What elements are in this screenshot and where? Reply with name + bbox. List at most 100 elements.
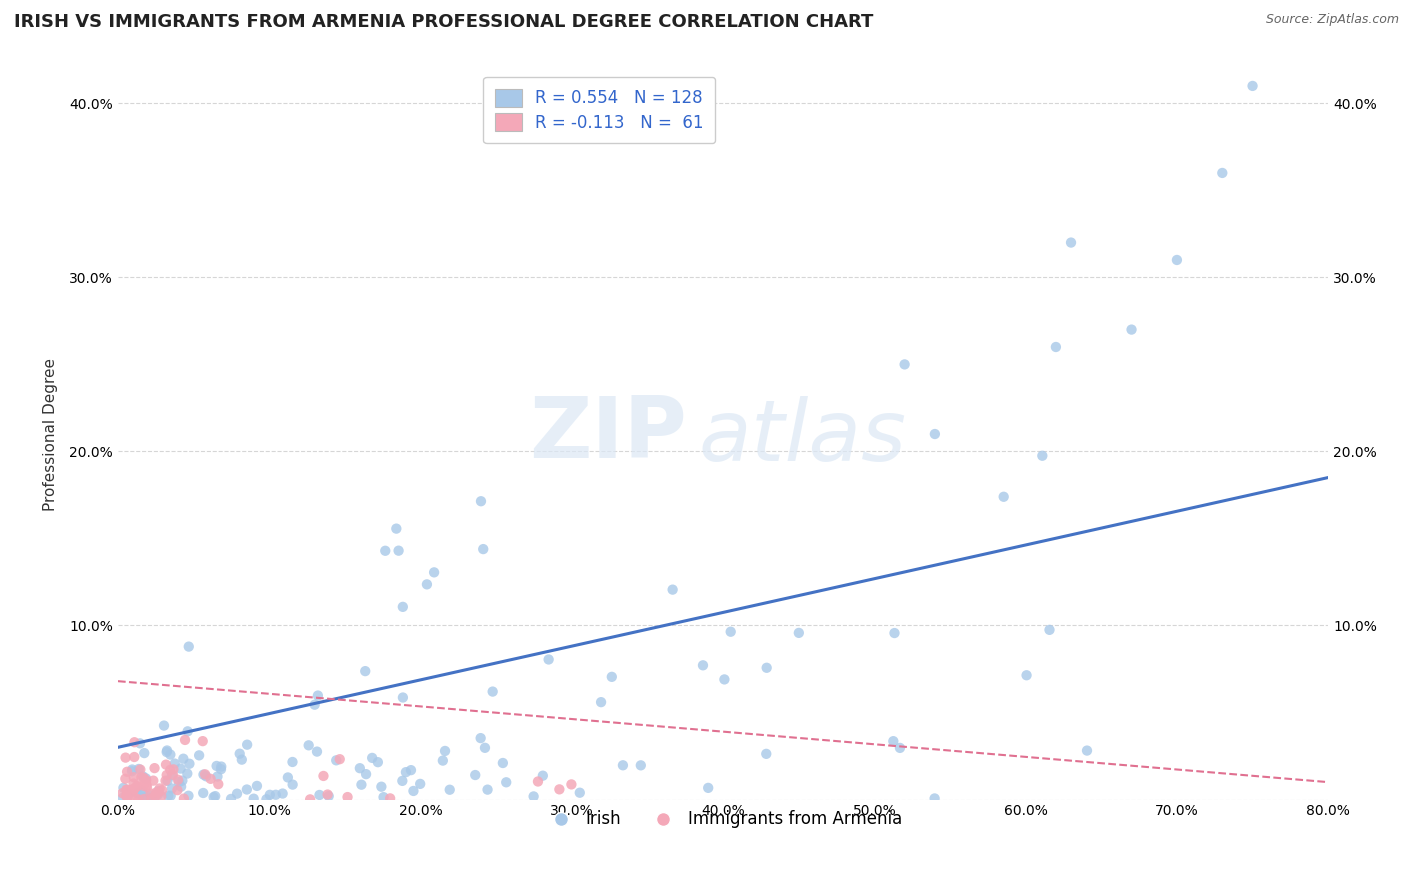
Point <box>354 767 377 781</box>
Point <box>195 769 218 783</box>
Point <box>548 782 571 797</box>
Point <box>591 695 613 709</box>
Point <box>259 788 281 802</box>
Point <box>145 785 167 799</box>
Point <box>150 789 173 804</box>
Point <box>1060 235 1083 250</box>
Point <box>713 673 735 687</box>
Point <box>172 773 194 788</box>
Point <box>128 762 150 776</box>
Point <box>416 577 439 591</box>
Point <box>527 774 550 789</box>
Point <box>612 758 634 772</box>
Point <box>209 759 232 773</box>
Point <box>142 790 165 805</box>
Point <box>132 769 155 783</box>
Point <box>148 786 170 800</box>
Point <box>150 783 173 797</box>
Point <box>115 782 138 797</box>
Point <box>163 756 186 771</box>
Point <box>135 772 157 786</box>
Point <box>125 780 148 794</box>
Point <box>242 791 264 805</box>
Point <box>336 790 359 805</box>
Point <box>354 664 377 678</box>
Point <box>112 780 135 795</box>
Point <box>176 724 198 739</box>
Point <box>167 775 190 789</box>
Point <box>312 769 335 783</box>
Point <box>307 689 329 703</box>
Point <box>131 785 153 799</box>
Point <box>111 786 134 800</box>
Point <box>889 740 911 755</box>
Point <box>153 718 176 732</box>
Point <box>156 768 179 782</box>
Legend: Irish, Immigrants from Armenia: Irish, Immigrants from Armenia <box>537 804 908 835</box>
Point <box>139 786 162 800</box>
Point <box>531 769 554 783</box>
Point <box>209 762 232 776</box>
Point <box>387 543 409 558</box>
Point <box>477 782 499 797</box>
Point <box>378 791 401 805</box>
Point <box>470 494 492 508</box>
Point <box>236 782 259 797</box>
Point <box>692 658 714 673</box>
Point <box>882 734 904 748</box>
Point <box>231 753 253 767</box>
Point <box>159 789 181 803</box>
Point <box>162 762 184 776</box>
Point <box>135 778 157 792</box>
Point <box>373 790 395 805</box>
Point <box>399 763 422 777</box>
Point <box>325 753 347 767</box>
Point <box>148 784 170 798</box>
Point <box>122 776 145 790</box>
Point <box>170 780 193 794</box>
Point <box>329 752 352 766</box>
Point <box>308 788 330 802</box>
Point <box>226 787 249 801</box>
Point <box>472 542 495 557</box>
Point <box>134 790 156 805</box>
Point <box>156 745 179 759</box>
Point <box>392 599 415 614</box>
Point <box>281 755 304 769</box>
Point <box>316 788 339 802</box>
Point <box>256 792 278 806</box>
Point <box>121 782 143 797</box>
Point <box>132 792 155 806</box>
Point <box>1241 78 1264 93</box>
Point <box>204 789 226 804</box>
Point <box>246 779 269 793</box>
Point <box>202 790 225 805</box>
Point <box>787 626 810 640</box>
Point <box>159 763 181 777</box>
Point <box>474 740 496 755</box>
Point <box>157 789 180 803</box>
Point <box>155 773 177 788</box>
Point <box>114 750 136 764</box>
Point <box>1076 743 1098 757</box>
Point <box>893 358 915 372</box>
Point <box>124 791 146 805</box>
Point <box>129 736 152 750</box>
Point <box>361 751 384 765</box>
Text: atlas: atlas <box>699 396 907 479</box>
Y-axis label: Professional Degree: Professional Degree <box>44 358 58 510</box>
Point <box>439 782 461 797</box>
Point <box>162 768 184 782</box>
Point <box>114 772 136 786</box>
Point <box>160 768 183 782</box>
Point <box>495 775 517 789</box>
Point <box>135 789 157 804</box>
Point <box>132 779 155 793</box>
Point <box>924 427 946 442</box>
Point <box>697 780 720 795</box>
Point <box>188 748 211 763</box>
Point <box>193 767 215 781</box>
Point <box>1031 449 1053 463</box>
Point <box>121 763 143 777</box>
Point <box>156 743 179 757</box>
